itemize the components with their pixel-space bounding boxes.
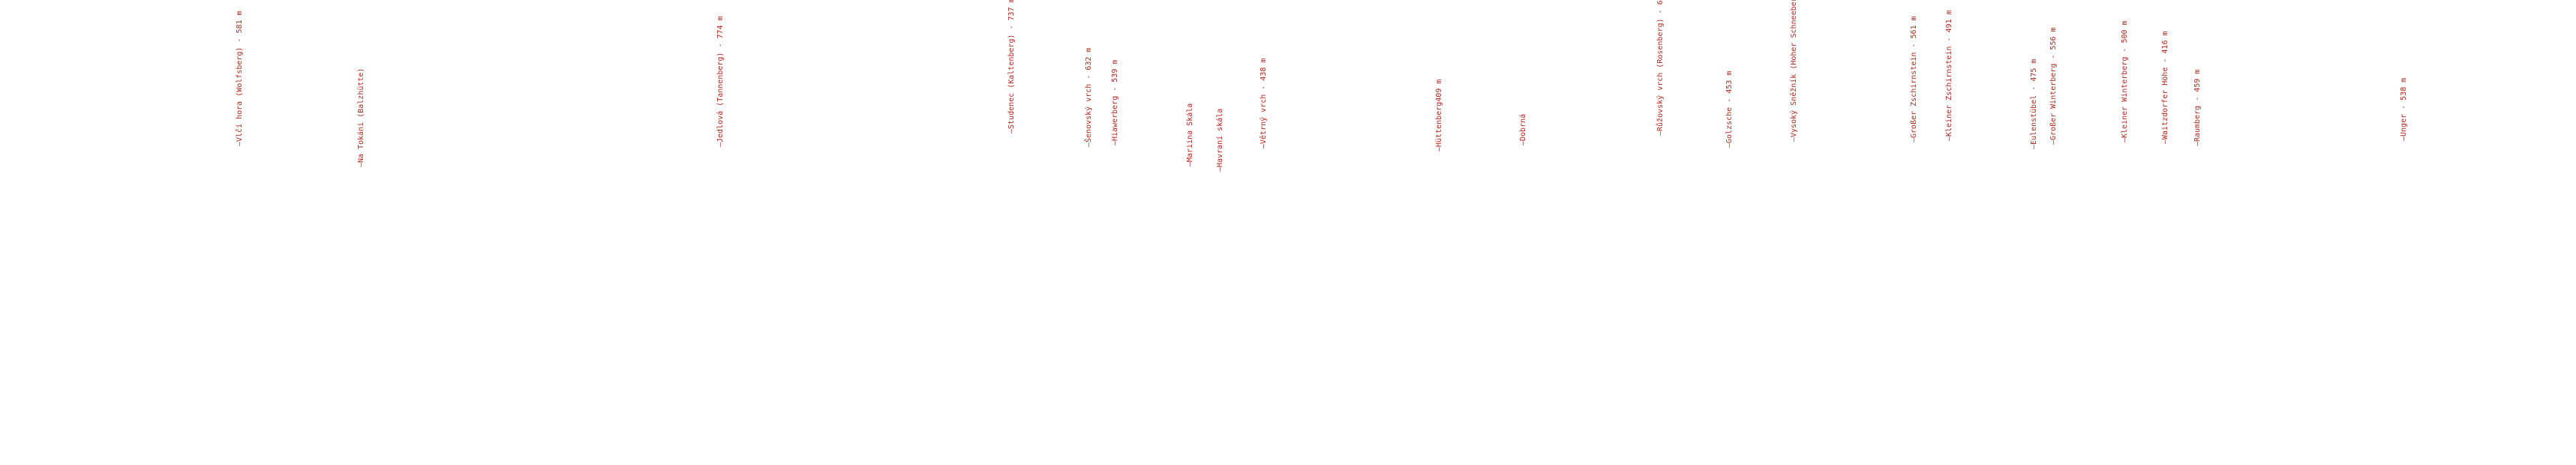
peak-label-text: —Větrný vrch - 438 m xyxy=(1259,58,1268,148)
peak-label-text: —Hüttenberg409 m xyxy=(1435,79,1443,152)
peak-label-text: —Mariina Skála xyxy=(1186,103,1194,166)
peak-label-text: —Jedlová (Tannenberg) - 774 m xyxy=(716,16,725,147)
peak-label-text: —Vysoký Sněžník (Hoher Schneeberg) - 723… xyxy=(1790,0,1798,142)
peak-label-text: —Šenovský vrch - 632 m xyxy=(1085,47,1093,147)
peak-label-text: —Unger - 538 m xyxy=(2400,77,2408,141)
peak-label-text: —Großer Winterberg - 556 m xyxy=(2049,27,2058,145)
peak-label-text: —Vlčí hora (Wolfsberg) - 581 m xyxy=(236,10,244,146)
peak-label-text: —Na Tokáni (Balzhütte) xyxy=(357,68,365,167)
peak-label-text: —Dobrná xyxy=(1519,113,1527,146)
peak-label-text: —Hiawerberg - 539 m xyxy=(1111,59,1119,146)
peak-label-text: —Golzsche - 453 m xyxy=(1725,70,1734,148)
peak-label-text: —Großer Zschirnstein - 561 m xyxy=(1910,16,1918,142)
peak-label-text: —Kleiner Zschirnstein - 491 m xyxy=(1945,10,1953,141)
peak-label-text: —Waitzdorfer Höhe - 416 m xyxy=(2161,31,2169,144)
peak-label-text: —Eulenstübel - 475 m xyxy=(2030,58,2038,149)
peak-label-text: —Růžovský vrch (Rosenberg) - 619 m xyxy=(1656,0,1665,136)
peak-label-text: —Raumberg - 459 m xyxy=(2193,69,2202,146)
peak-label-text: —Kleiner Winterberg - 500 m xyxy=(2121,20,2129,142)
peak-label-text: —Studenec (Kaltenberg) - 737 m xyxy=(1007,0,1016,134)
peak-label-text: —Havraní skála xyxy=(1216,108,1224,172)
